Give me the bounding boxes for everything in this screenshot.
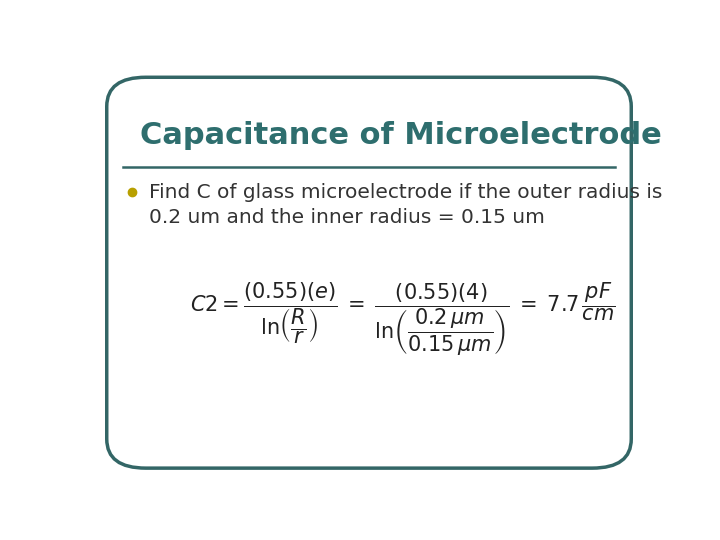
Text: Capacitance of Microelectrode: Capacitance of Microelectrode	[140, 121, 662, 150]
Text: 0.2 um and the inner radius = 0.15 um: 0.2 um and the inner radius = 0.15 um	[148, 208, 544, 227]
Text: Find C of glass microelectrode if the outer radius is: Find C of glass microelectrode if the ou…	[148, 183, 662, 202]
Text: $C2 = \dfrac{(0.55)(e)}{\ln\!\left(\dfrac{R}{r}\right)}\;=\; \dfrac{(0.55)(4)}{\: $C2 = \dfrac{(0.55)(e)}{\ln\!\left(\dfra…	[190, 281, 616, 358]
FancyBboxPatch shape	[107, 77, 631, 468]
